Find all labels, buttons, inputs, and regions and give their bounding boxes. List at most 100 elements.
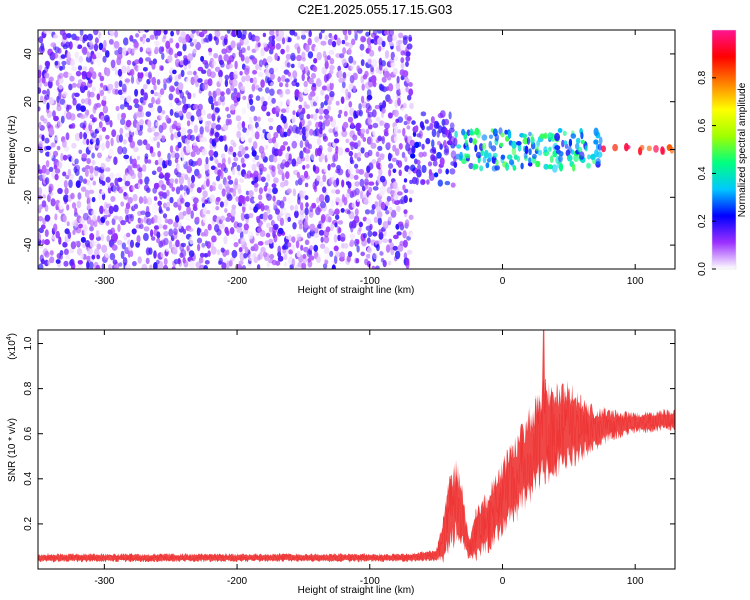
heatmap-cell [288,153,292,161]
heatmap-cell [185,33,190,43]
heatmap-cell [388,238,393,244]
heatmap-cell [597,143,602,151]
heatmap-cell [108,205,114,215]
heatmap-cell [327,72,332,80]
heatmap-cell [285,34,289,42]
heatmap-cell [119,94,125,101]
heatmap-cell [90,132,97,139]
heatmap-cell [120,201,125,207]
heatmap-cell [232,151,237,158]
heatmap-cell [244,213,250,220]
heatmap-cell [251,163,257,172]
heatmap-cell [265,69,271,77]
heatmap-cell [186,245,190,252]
heatmap-cell [53,115,59,122]
heatmap-cell [127,239,131,246]
heatmap-cell [113,40,120,49]
heatmap-cell [170,30,175,37]
heatmap-cell [38,215,44,222]
x-tick-label: -100 [360,276,380,287]
heatmap-cell [38,36,44,44]
heatmap-cell [48,97,55,105]
heatmap-cell [155,259,160,265]
heatmap-cell [293,134,299,139]
heatmap-cell [134,59,140,65]
heatmap-cell [316,77,321,84]
heatmap-cell [100,233,105,242]
heatmap-cell [138,223,144,230]
heatmap-cell [75,58,80,63]
heatmap-cell [242,30,247,37]
heatmap-cell [348,35,352,40]
heatmap-cell [221,157,226,165]
heatmap-cell [57,47,62,54]
heatmap-cell [341,179,345,188]
heatmap-cell [196,187,202,194]
heatmap-cell [117,89,123,96]
heatmap-cell [89,165,94,174]
heatmap-cell [336,37,342,46]
heatmap-cell [244,146,249,151]
heatmap-cell [251,83,256,92]
heatmap-cell [224,144,228,153]
heatmap-cell [468,137,473,144]
heatmap-cell [230,208,236,217]
heatmap-cell [38,164,41,173]
heatmap-cell [44,239,50,246]
heatmap-cell [104,114,110,123]
heatmap-cell [268,154,275,163]
heatmap-cell [372,186,379,191]
heatmap-cell [597,151,603,159]
heatmap-cell [543,132,548,140]
heatmap-cell [404,156,408,163]
heatmap-cell [298,219,304,226]
heatmap-cell [366,37,372,46]
heatmap-cell [388,260,392,266]
heatmap-cell [157,200,162,206]
heatmap-cell [91,254,96,260]
heatmap-cell [160,251,166,259]
heatmap-cell [354,188,360,196]
heatmap-cell [159,113,164,120]
heatmap-cell [352,196,357,203]
heatmap-cell [388,216,392,222]
heatmap-cell [375,66,380,74]
heatmap-cell [180,242,187,248]
heatmap-cell [70,58,75,67]
heatmap-cell [219,118,223,125]
heatmap-cell [188,227,194,233]
heatmap-cell [299,175,305,182]
heatmap-cell [89,40,93,46]
heatmap-cell [88,181,92,190]
heatmap-cell [300,63,305,71]
heatmap-cell [385,200,390,207]
heatmap-cell [368,162,374,170]
heatmap-cell [266,77,272,84]
heatmap-cell [137,182,144,190]
heatmap-cell [82,224,88,232]
heatmap-cell [310,236,316,242]
heatmap-cell [397,221,404,227]
heatmap-cell [108,148,114,157]
heatmap-cell [83,85,88,91]
heatmap-cell [66,104,72,110]
heatmap-cell [137,218,144,225]
heatmap-cell [38,263,44,269]
heatmap-cell [120,250,125,260]
heatmap-cell [415,177,419,186]
heatmap-cell [135,33,140,38]
heatmap-cell [376,243,380,252]
heatmap-cell [101,99,107,107]
heatmap-cell [231,126,237,135]
heatmap-cell [150,89,155,95]
heatmap-cell [151,96,155,105]
heatmap-cell [234,60,238,70]
heatmap-cell [99,34,105,40]
heatmap-cell [52,52,59,59]
heatmap-cell [243,252,248,259]
heatmap-cell [238,247,243,253]
heatmap-cell [473,164,479,170]
heatmap-cell [285,82,289,88]
heatmap-cell [388,83,394,92]
